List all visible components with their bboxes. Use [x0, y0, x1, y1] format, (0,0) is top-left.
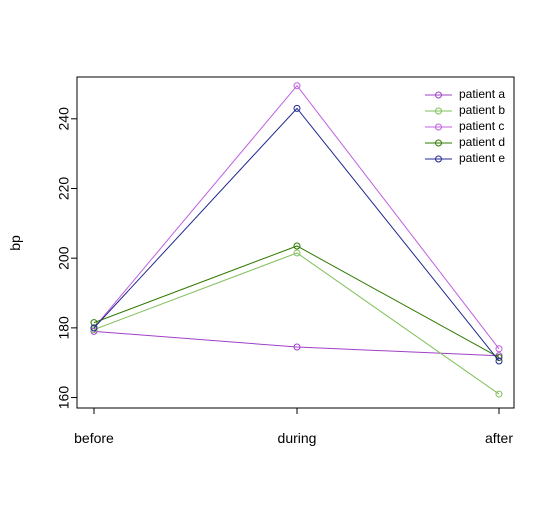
y-tick-label: 200 — [56, 246, 72, 270]
series-line-patient-c — [93, 84, 500, 350]
y-axis-title: bp — [7, 235, 23, 251]
data-point-patient-a — [293, 343, 301, 351]
x-tick-label-before: before — [74, 430, 114, 446]
data-point-patient-b — [495, 390, 503, 398]
series-line-patient-b — [93, 252, 500, 395]
legend-label-patient-e: patient e — [459, 151, 505, 165]
plot-frame — [76, 76, 515, 409]
legend-item-patient-c: patient c — [425, 119, 504, 133]
x-tick-label-after: after — [485, 430, 513, 446]
data-point-patient-e — [495, 357, 503, 365]
legend-label-patient-a: patient a — [459, 87, 505, 101]
legend-label-patient-b: patient b — [459, 103, 505, 117]
data-point-patient-b — [293, 249, 301, 257]
data-point-patient-c — [293, 82, 301, 90]
y-tick-label: 160 — [56, 386, 72, 410]
legend-item-patient-d: patient d — [425, 135, 505, 149]
y-tick-label: 220 — [56, 177, 72, 201]
y-axis: 160 180 200 220 240 — [56, 107, 77, 409]
series-line-patient-a — [93, 330, 500, 357]
data-point-patient-d — [90, 319, 98, 327]
legend-marker-patient-b — [435, 107, 442, 115]
data-point-patient-c — [495, 345, 503, 353]
legend-marker-patient-c — [435, 123, 442, 131]
legend-item-patient-a: patient a — [425, 87, 505, 101]
legend-marker-patient-a — [435, 91, 442, 99]
data-point-patient-d — [293, 242, 301, 250]
x-tick-label-during: during — [278, 430, 317, 446]
legend: patient a patient b patient c patient d pati… — [425, 87, 505, 165]
data-point-patient-e — [90, 324, 98, 332]
legend-item-patient-b: patient b — [425, 103, 505, 117]
series-line-patient-d — [93, 245, 500, 358]
legend-item-patient-e: patient e — [425, 151, 505, 165]
legend-label-patient-d: patient d — [459, 135, 505, 149]
y-tick-label: 240 — [56, 107, 72, 131]
legend-marker-patient-e — [435, 155, 442, 163]
legend-marker-patient-d — [435, 139, 442, 147]
y-tick-label: 180 — [56, 316, 72, 340]
legend-label-patient-c: patient c — [459, 119, 504, 133]
series-line-patient-e — [93, 107, 500, 362]
series-layer — [90, 82, 503, 398]
x-axis: before during after — [74, 408, 513, 446]
data-point-patient-e — [293, 104, 301, 112]
